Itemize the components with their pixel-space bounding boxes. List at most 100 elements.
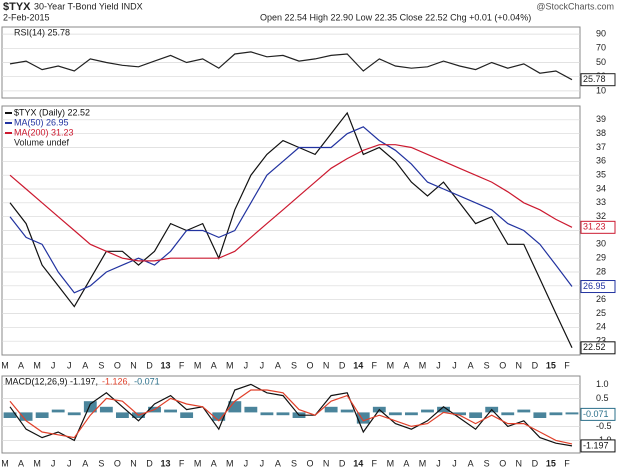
x-tick-label: D	[339, 360, 346, 370]
x-tick-label: A	[82, 458, 88, 468]
x-tick-label: J	[51, 458, 56, 468]
x-tick-label: A	[275, 360, 281, 370]
legend-swatch	[5, 132, 12, 134]
x-tick-label: A	[211, 360, 217, 370]
x-tick-label: F	[372, 458, 378, 468]
x-tick-label: N	[516, 360, 523, 370]
x-tick-label: A	[275, 458, 281, 468]
legend-entry: MA(200) 31.23	[14, 127, 74, 137]
x-tick-label: M	[387, 458, 395, 468]
y-tick-label: 37	[596, 142, 606, 152]
last-value-label: -1.197	[583, 440, 609, 450]
legend-swatch	[5, 122, 12, 124]
histogram-bar	[19, 412, 33, 421]
histogram-bar	[83, 401, 97, 413]
histogram-bar	[565, 412, 579, 415]
histogram-bar	[517, 409, 531, 413]
y-tick-label: 29	[596, 253, 606, 263]
histogram-bar	[437, 406, 450, 413]
y-tick-label: 38	[596, 128, 606, 138]
x-tick-label: M	[226, 458, 234, 468]
x-tick-label: A	[403, 360, 409, 370]
y-tick-label: 50	[596, 57, 606, 67]
x-tick-label: J	[452, 458, 457, 468]
x-tick-label: A	[211, 458, 217, 468]
histogram-bar	[276, 412, 290, 416]
x-tick-label: O	[307, 458, 314, 468]
histogram-bar	[340, 409, 354, 413]
x-tick-label: D	[146, 458, 153, 468]
last-value-box	[580, 280, 616, 294]
x-tick-label: M	[194, 360, 202, 370]
x-tick-label: F	[564, 458, 570, 468]
x-tick-label: A	[468, 458, 474, 468]
x-tick-label: J	[260, 360, 265, 370]
x-tick-label: J	[452, 360, 457, 370]
x-tick-label: O	[499, 458, 506, 468]
x-tick-label: M	[1, 360, 9, 370]
y-tick-label: 70	[596, 43, 606, 53]
x-tick-label: S	[291, 458, 297, 468]
y-tick-label: 28	[596, 266, 606, 276]
x-tick-label: F	[564, 360, 570, 370]
x-tick-label: J	[436, 458, 441, 468]
x-tick-label: N	[323, 360, 330, 370]
x-tick-label: J	[436, 360, 441, 370]
last-value-box	[580, 73, 616, 87]
symbol: $TYX	[3, 1, 31, 13]
y-tick-label: 25	[596, 308, 606, 318]
x-tick-label: M	[387, 360, 395, 370]
y-tick-label: 10	[596, 85, 606, 95]
y-tick-label: 35	[596, 170, 606, 180]
x-tick-label: S	[484, 360, 490, 370]
x-tick-label: M	[1, 458, 9, 468]
x-tick-label: F	[179, 458, 185, 468]
histogram-bar	[404, 412, 418, 416]
panel-title: RSI(14) 25.78	[14, 27, 70, 37]
last-value-box	[580, 407, 616, 421]
x-tick-label: M	[33, 458, 41, 468]
x-tick-label: S	[484, 458, 490, 468]
y-tick-label: 0.5	[596, 393, 609, 403]
legend-entry: -1.126,	[102, 376, 130, 386]
histogram-bar	[469, 412, 483, 418]
quote: Open 22.54 High 22.90 Low 22.35 Close 22…	[260, 12, 531, 22]
series-line	[9, 126, 573, 294]
last-value-box	[580, 439, 616, 453]
x-tick-label: O	[114, 360, 121, 370]
x-tick-label: M	[419, 360, 427, 370]
x-tick-label: N	[130, 360, 137, 370]
histogram-bar	[453, 412, 467, 416]
y-tick-label: 1.0	[596, 379, 609, 389]
histogram-bar	[3, 412, 17, 418]
x-tick-label: 15	[546, 360, 556, 370]
x-tick-label: O	[499, 360, 506, 370]
y-tick-label: 33	[596, 197, 606, 207]
legend-entry: MACD(12,26,9) -1.197,	[5, 376, 98, 386]
histogram-bar	[501, 412, 515, 416]
x-tick-label: S	[291, 360, 297, 370]
histogram-bar	[51, 409, 65, 413]
x-tick-label: S	[98, 458, 104, 468]
x-tick-label: J	[51, 360, 56, 370]
histogram-bar	[388, 412, 402, 416]
last-value-label: 22.52	[583, 342, 606, 352]
legend-entry: -0.071	[134, 376, 160, 386]
panel-frame	[1, 375, 581, 454]
histogram-bar	[260, 412, 274, 416]
last-value-label: 26.95	[583, 281, 606, 291]
x-tick-label: J	[67, 360, 72, 370]
last-value-box	[580, 220, 616, 234]
last-value-box	[580, 341, 616, 355]
x-tick-label: D	[339, 458, 346, 468]
histogram-bar	[99, 406, 113, 413]
histogram-bar	[212, 412, 226, 421]
y-tick-label: 34	[596, 183, 606, 193]
x-tick-label: J	[67, 458, 72, 468]
x-tick-label: M	[194, 458, 202, 468]
date: 2-Feb-2015	[3, 12, 50, 22]
y-tick-label: 24	[596, 322, 606, 332]
histogram-bar	[324, 406, 338, 413]
x-tick-label: N	[323, 458, 330, 468]
x-tick-label: 14	[353, 360, 363, 370]
